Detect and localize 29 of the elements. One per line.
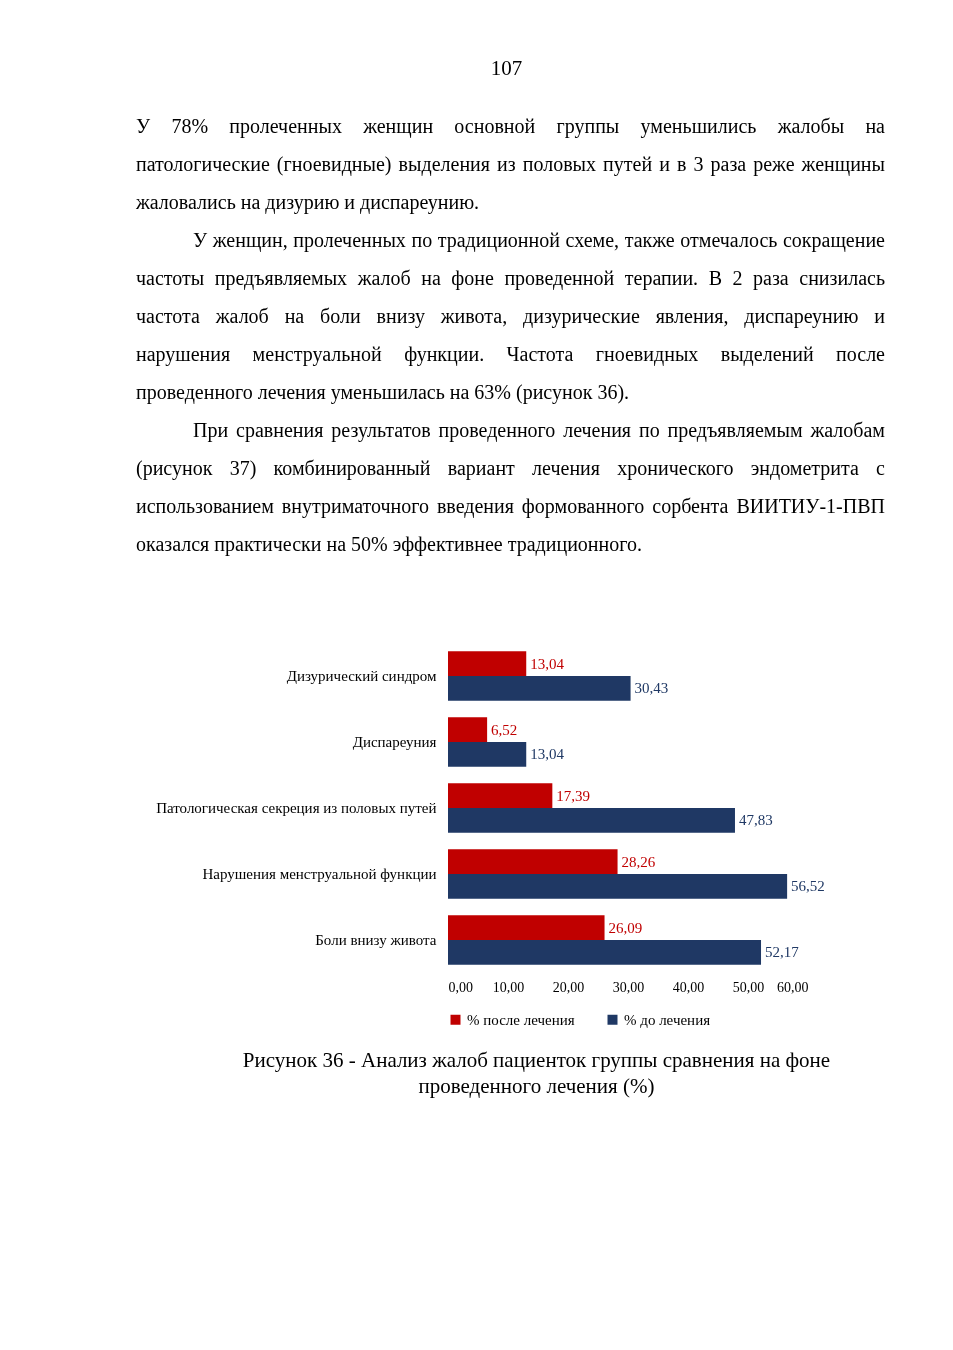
y-tick-label: Боли внизу живота	[315, 932, 437, 949]
data-label: 13,04	[530, 746, 565, 763]
text: 107	[489, 55, 524, 81]
data-label: 13,04	[530, 655, 565, 672]
x-tick-label: 10,00	[492, 979, 525, 995]
y-tick-label: Патологическая секреция из половых путей	[156, 800, 437, 816]
data-label: 6,52	[491, 721, 518, 738]
y-tick-label: Нарушения менструальной функции	[202, 866, 437, 883]
x-tick-label: 30,00	[612, 979, 645, 995]
data-label: 28,26	[621, 853, 656, 870]
y-tick-label: Дизурический синдром	[286, 667, 437, 684]
y-tick-label: Диспареуния	[352, 733, 437, 750]
data-label: 30,43	[634, 680, 669, 697]
x-tick-label: 0,00	[448, 979, 473, 995]
data-label: 52,17	[765, 944, 800, 961]
text: У 78% пролеченных женщин основной группы уменьшились жалобы на патологические (гноевидные) выделения из половых путей и в 3 раза реже женщины жаловались на дизурию и диспареунию.	[136, 114, 885, 216]
x-tick-label: 60,00	[777, 979, 809, 995]
x-tick-label: 40,00	[672, 979, 705, 995]
x-tick-label: 20,00	[552, 979, 585, 995]
text: При сравнения результатов проведенного лечения по предъявляемым жалобам (рисунок 37) комбинированный вариант лечения хронического эндометрита с использованием внутриматочного введения формованного сорбента ВИИТИУ-1-ПВП оказался практически на 50% эффективнее традиционного.	[136, 418, 885, 558]
legend-label: % до лечения	[624, 1011, 711, 1028]
legend-label: % после лечения	[467, 1011, 575, 1028]
text: У женщин, пролеченных по традиционной схеме, также отмечалось сокращение частоты предъявляемых жалоб на фоне проведенной терапии. В 2 раза снизилась частота жалоб на боли внизу живота, дизурические явления, диспареунию и нарушения менструальной функции. Частота гноевидных выделений после проведенного лечения уменьшилась на 63% (рисунок 36).	[136, 228, 885, 406]
x-tick-label: 50,00	[732, 979, 765, 995]
text: Рисунок 36 - Анализ жалоб пациенток группы сравнения на фоне проведенного лечения (%)	[241, 1047, 832, 1099]
data-label: 47,83	[738, 812, 773, 829]
data-label: 17,39	[556, 787, 591, 804]
data-label: 56,52	[791, 878, 825, 895]
data-label: 26,09	[608, 919, 643, 936]
